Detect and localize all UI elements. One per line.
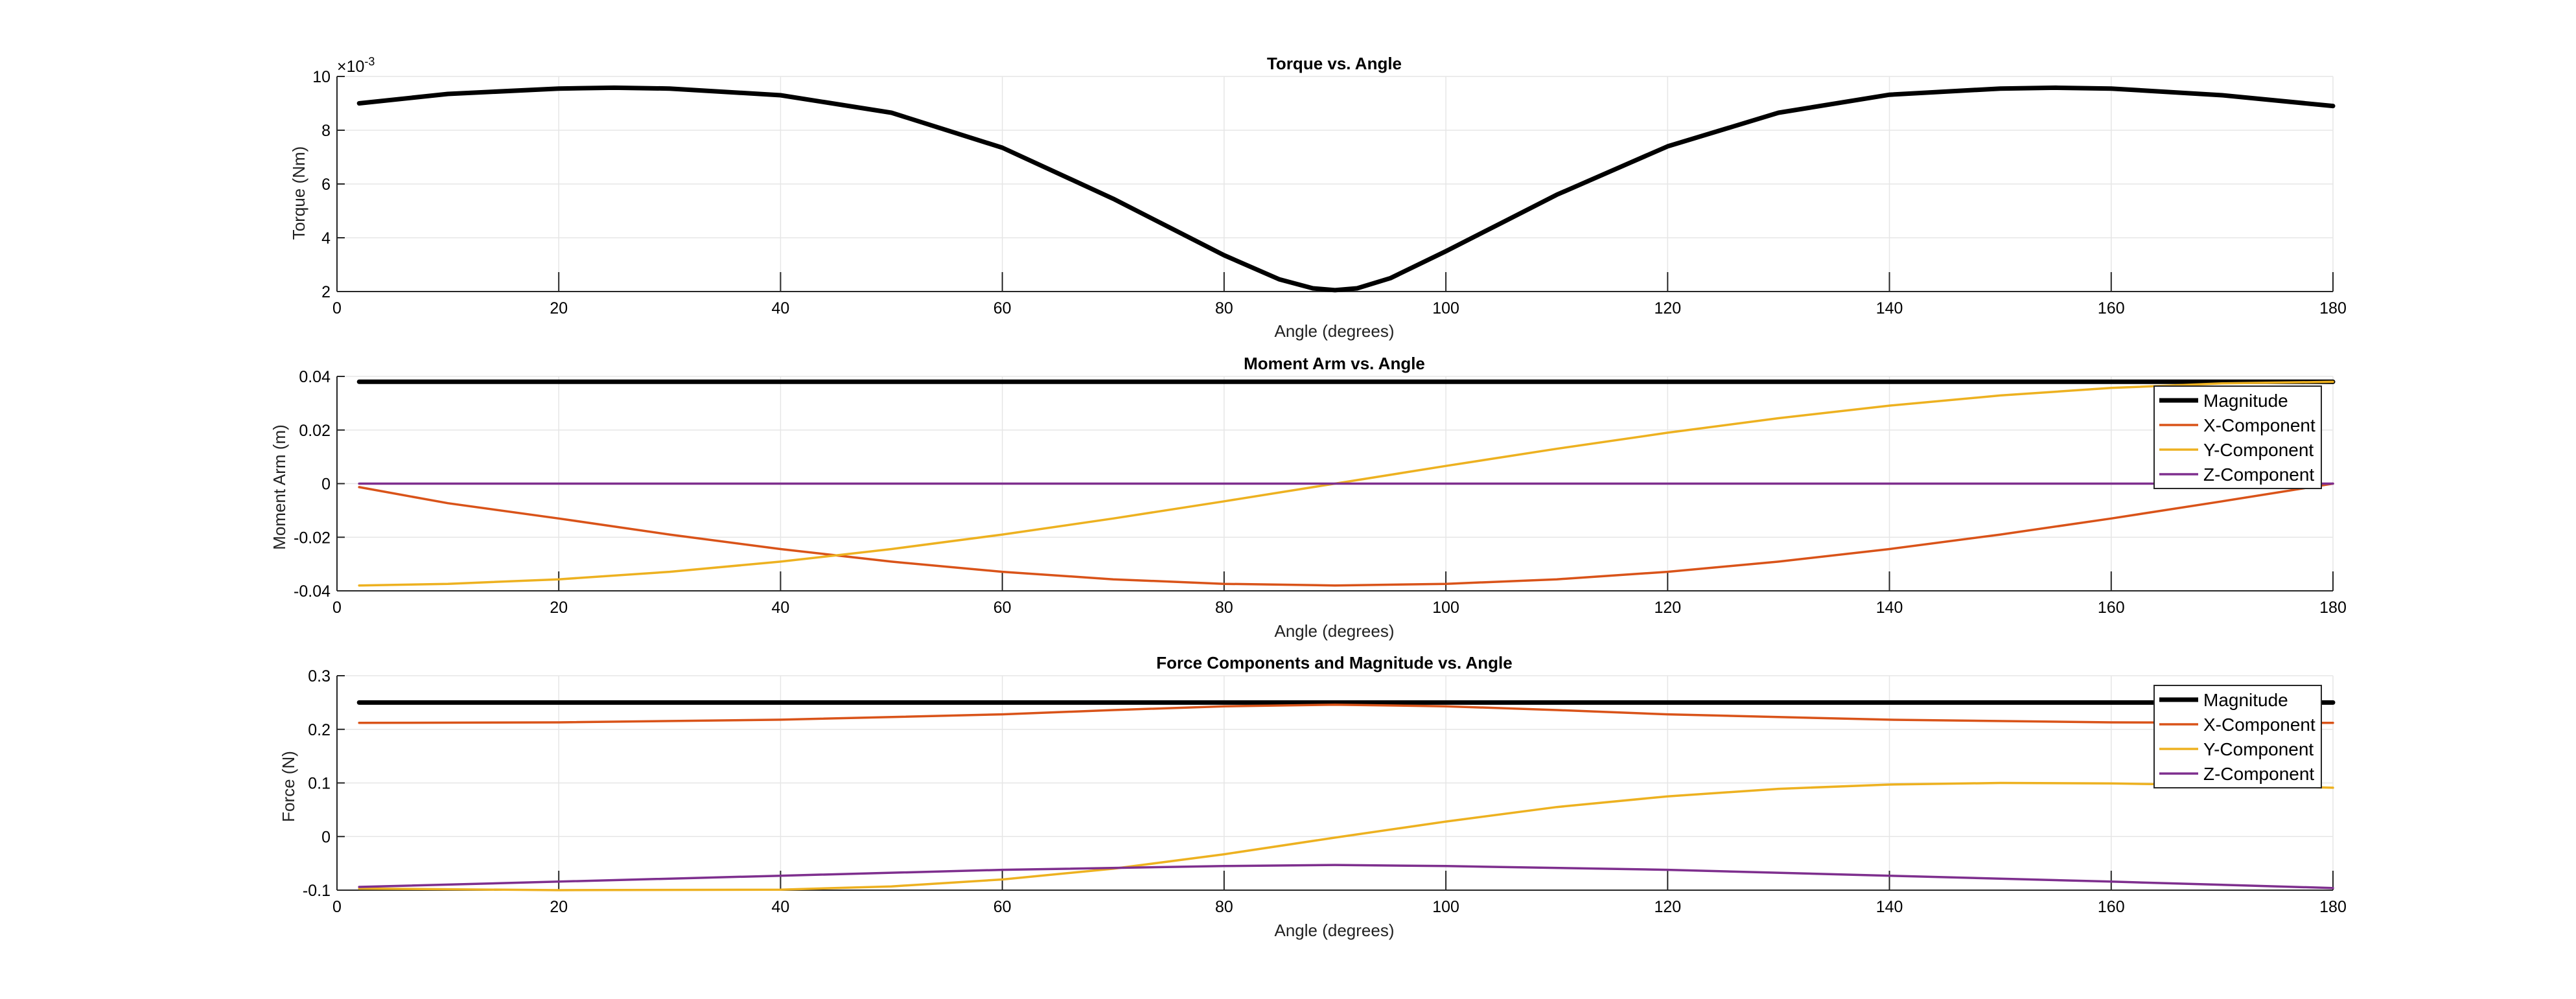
y-tick-label: -0.04	[294, 582, 331, 601]
torque-chart-title: Torque vs. Angle	[1267, 54, 1402, 73]
legend-box	[2153, 385, 2322, 489]
x-tick-label: 100	[1432, 599, 1459, 617]
y-tick-label: 0.2	[308, 721, 331, 739]
torque-chart-plot-area: 0 20 40 60 80 100 120 140 160 180 2 4 6 8 10	[312, 68, 2347, 317]
y-tick-label: 0	[321, 476, 331, 494]
x-tick-label: 40	[772, 299, 790, 317]
series-line-y-component	[358, 781, 2334, 891]
y-tick-label: 0.3	[308, 667, 331, 685]
force-chart: Force Components and Magnitude vs. Angle…	[279, 653, 2347, 940]
force-chart-ylabel: Force (N)	[279, 751, 298, 822]
x-tick-label: 180	[2319, 299, 2347, 317]
legend-label: Z-Component	[2203, 764, 2314, 784]
torque-chart-ylabel: Torque (Nm)	[289, 146, 308, 240]
x-tick-label: 140	[1876, 299, 1903, 317]
x-tick-label: 60	[993, 599, 1012, 617]
legend-box	[2153, 685, 2322, 788]
y-tick-label: 4	[321, 229, 331, 247]
y-tick-label: 0.1	[308, 775, 331, 793]
x-tick-label: 120	[1654, 898, 1681, 916]
y-tick-label: 8	[321, 122, 331, 140]
moment-arm-chart-ylabel: Moment Arm (m)	[270, 424, 289, 550]
x-tick-label: 0	[332, 299, 342, 317]
moment-arm-chart: Moment Arm vs. Angle Angle (degrees) Mom…	[270, 354, 2347, 641]
y-tick-label: 2	[321, 283, 331, 301]
x-tick-label: 20	[550, 898, 568, 916]
x-tick-label: 20	[550, 599, 568, 617]
legend-label: Y-Component	[2203, 739, 2314, 759]
x-tick-label: 60	[993, 299, 1012, 317]
x-tick-label: 20	[550, 299, 568, 317]
legend-label: X-Component	[2203, 715, 2315, 735]
force-chart-plot-area: 0 20 40 60 80 100 120 140 160 180-0.100.10.20.3Ma…	[303, 667, 2347, 916]
force-chart-title: Force Components and Magnitude vs. Angle	[1156, 653, 1512, 672]
x-tick-label: 180	[2319, 599, 2347, 617]
legend-label: Magnitude	[2203, 690, 2288, 710]
x-tick-label: 160	[2098, 898, 2125, 916]
legend-label: X-Component	[2203, 415, 2315, 435]
y-tick-label: 0.04	[299, 368, 331, 386]
series-line-torque	[356, 85, 2336, 293]
legend-label: Y-Component	[2203, 440, 2314, 460]
x-tick-label: 160	[2098, 299, 2125, 317]
exponent-base: ×10	[337, 58, 364, 76]
y-tick-label: 10	[312, 68, 331, 86]
x-tick-label: 60	[993, 898, 1012, 916]
x-tick-label: 140	[1876, 599, 1903, 617]
legend: Magnitude X-Component Y-Component Z-Compone…	[2153, 385, 2322, 489]
x-tick-label: 120	[1654, 299, 1681, 317]
x-tick-label: 80	[1215, 599, 1233, 617]
x-tick-label: 100	[1432, 299, 1459, 317]
x-tick-label: 160	[2098, 599, 2125, 617]
y-tick-label: 0	[321, 828, 331, 846]
torque-chart-exponent-label: ×10-3	[337, 55, 375, 76]
x-tick-label: 80	[1215, 299, 1233, 317]
y-tick-label: -0.02	[294, 529, 331, 547]
x-tick-label: 0	[332, 599, 342, 617]
y-tick-label: 0.02	[299, 422, 331, 440]
y-tick-label: -0.1	[303, 882, 331, 900]
moment-arm-chart-title: Moment Arm vs. Angle	[1244, 354, 1425, 373]
x-tick-label: 140	[1876, 898, 1903, 916]
moment-arm-chart-plot-area: 0 20 40 60 80 100 120 140 160 180 -0.04 -0.02 0 0.02 0…	[294, 368, 2347, 617]
x-tick-label: 0	[332, 898, 342, 916]
torque-chart-xlabel: Angle (degrees)	[1275, 321, 1395, 341]
series-line-z-component	[358, 864, 2334, 890]
legend-label: Magnitude	[2203, 391, 2288, 411]
y-tick-label: 6	[321, 176, 331, 194]
x-tick-label: 40	[772, 599, 790, 617]
legend: Magnitude X-Component Y-Component Z-Compone…	[2153, 685, 2322, 788]
series-line-x-component	[358, 703, 2334, 724]
x-tick-label: 40	[772, 898, 790, 916]
moment-arm-chart-xlabel: Angle (degrees)	[1275, 621, 1395, 641]
exponent-power: -3	[364, 55, 375, 68]
series-line-x-component	[358, 482, 2334, 587]
x-tick-label: 120	[1654, 599, 1681, 617]
x-tick-label: 80	[1215, 898, 1233, 916]
legend-label: Z-Component	[2203, 465, 2314, 485]
force-chart-xlabel: Angle (degrees)	[1275, 921, 1395, 940]
x-tick-label: 180	[2319, 898, 2347, 916]
torque-chart: Torque vs. Angle Angle (degrees) Torque …	[289, 54, 2347, 341]
x-tick-label: 100	[1432, 898, 1459, 916]
